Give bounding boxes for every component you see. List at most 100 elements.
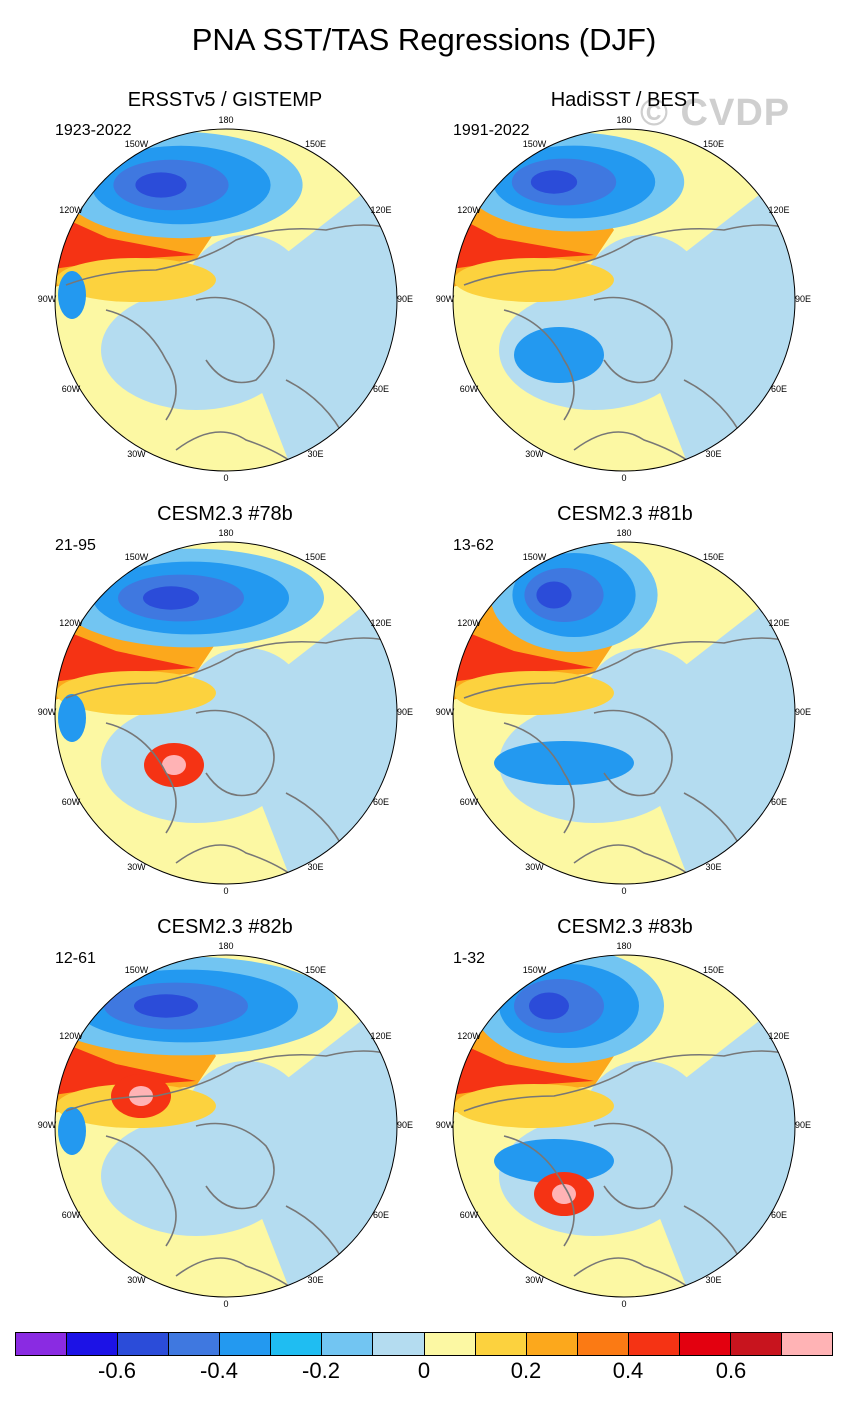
longitude-label: 150E (304, 138, 327, 149)
colorbar-swatch (526, 1333, 578, 1355)
colorbar-swatch (577, 1333, 629, 1355)
years-label-2: 1991-2022 (453, 122, 530, 139)
years-label-3: 21-95 (55, 537, 96, 554)
colorbar-swatch (169, 1333, 221, 1355)
longitude-label: 180 (218, 941, 234, 951)
coastline (195, 296, 275, 384)
colorbar-swatch (67, 1333, 119, 1355)
longitude-label: 0 (223, 1299, 229, 1309)
longitude-label: 0 (621, 886, 627, 896)
map-panel-2: 180 150E 120E 90E 60E 30E 0 30W 60W 90W 120W 150W (436, 115, 811, 483)
panel-title-2: HadiSST / BEST (550, 89, 700, 111)
polar-map (452, 954, 796, 1298)
longitude-label: 60W (61, 1209, 81, 1220)
colorbar (15, 1332, 833, 1356)
colorbar-swatch (118, 1333, 170, 1355)
longitude-label: 30E (307, 862, 324, 873)
longitude-label: 30E (705, 449, 722, 460)
warm-anomaly-band (56, 671, 216, 715)
polar-map (54, 954, 398, 1298)
longitude-label: 90E (794, 707, 811, 717)
coastline (593, 296, 673, 384)
longitude-label: 60E (373, 1209, 390, 1220)
anomaly-region-eurasia (226, 986, 397, 1297)
longitude-label: 30E (307, 449, 324, 460)
coastline (195, 1122, 275, 1210)
longitude-label: 30W (127, 1275, 146, 1286)
anomaly-region-arctic (186, 1061, 306, 1171)
polar-map (452, 128, 796, 472)
map-panel-3: 180 150E 120E 90E 60E 30E 0 30W 60W 90W 120W 150W (38, 528, 413, 896)
longitude-label: 30W (525, 1275, 544, 1286)
cold-anomaly-core (143, 586, 199, 610)
longitude-label: 90E (794, 1120, 811, 1130)
longitude-label: 150W (124, 551, 149, 562)
map-boundary (452, 128, 796, 472)
map-panel-4: 180 150E 120E 90E 60E 30E 0 30W 60W 90W 120W 150W (436, 528, 811, 896)
longitude-label: 180 (218, 528, 234, 538)
longitude-label: 30E (705, 862, 722, 873)
longitude-label: 30W (127, 862, 146, 873)
panel-title-5: CESM2.3 #82b (157, 916, 293, 938)
panel-title-1: ERSSTv5 / GISTEMP (127, 89, 323, 111)
longitude-label: 0 (223, 473, 229, 483)
longitude-label: 90E (396, 1120, 413, 1130)
longitude-label: 180 (616, 528, 632, 538)
map-boundary (452, 954, 796, 1298)
cold-anomaly-core (529, 992, 569, 1020)
cold-anomaly-secondary (58, 694, 86, 742)
longitude-label: 150E (702, 138, 725, 149)
cold-anomaly-secondary (494, 741, 634, 785)
warm-anomaly-core (453, 210, 594, 270)
coastline (503, 722, 575, 834)
longitude-label: 150W (522, 551, 547, 562)
longitude-label: 120W (457, 204, 481, 215)
warm-anomaly-core (453, 623, 594, 683)
map-panel-6: 180 150E 120E 90E 60E 30E 0 30W 60W 90W 120W 150W (436, 941, 811, 1309)
panel-title-6: CESM2.3 #83b (557, 916, 693, 938)
longitude-label: 120W (457, 617, 481, 628)
coastline (573, 1257, 695, 1292)
anomaly-region-eurasia (226, 160, 397, 471)
cold-anomaly-core (530, 170, 578, 194)
longitude-label: 150E (304, 964, 327, 975)
longitude-label: 90W (435, 1120, 455, 1130)
panel-title-3: CESM2.3 #78b (157, 503, 293, 525)
coastline (503, 309, 575, 421)
longitude-label: 120W (457, 1030, 481, 1041)
anomaly-region-arctic (584, 235, 704, 345)
years-label-1: 1923-2022 (55, 122, 132, 139)
colorbar-swatch (730, 1333, 782, 1355)
longitude-label: 120E (370, 1030, 392, 1041)
anomaly-region-arctic (584, 648, 704, 758)
longitude-label: 60W (459, 796, 479, 807)
coastline (593, 709, 673, 797)
coastline (105, 722, 177, 834)
years-label-4: 13-62 (453, 537, 494, 554)
coastline (573, 844, 695, 879)
anomaly-region-eurasia (624, 986, 795, 1297)
longitude-label: 120E (370, 617, 392, 628)
longitude-label: 180 (616, 941, 632, 951)
longitude-label: 60W (61, 796, 81, 807)
longitude-label: 150E (702, 551, 725, 562)
colorbar-label-pos06: 0.6 (715, 1358, 747, 1383)
longitude-label: 60E (771, 383, 788, 394)
colorbar-swatch (628, 1333, 680, 1355)
anomaly-region-eurasia (226, 573, 397, 884)
colorbar-swatch (322, 1333, 374, 1355)
coastline (463, 637, 795, 699)
coastline (175, 431, 297, 466)
map-panel-5: 180 150E 120E 90E 60E 30E 0 30W 60W 90W 120W 150W (38, 941, 413, 1309)
longitude-label: 30W (525, 449, 544, 460)
colorbar-label-pos04: 0.4 (612, 1358, 644, 1383)
colorbar-label-zero: 0 (417, 1358, 431, 1383)
longitude-label: 90W (37, 707, 57, 717)
longitude-label: 150E (702, 964, 725, 975)
longitude-label: 150W (124, 964, 149, 975)
longitude-label: 150W (522, 138, 547, 149)
longitude-label: 150W (124, 138, 149, 149)
longitude-label: 30W (525, 862, 544, 873)
longitude-label: 150E (304, 551, 327, 562)
map-boundary (54, 128, 398, 472)
